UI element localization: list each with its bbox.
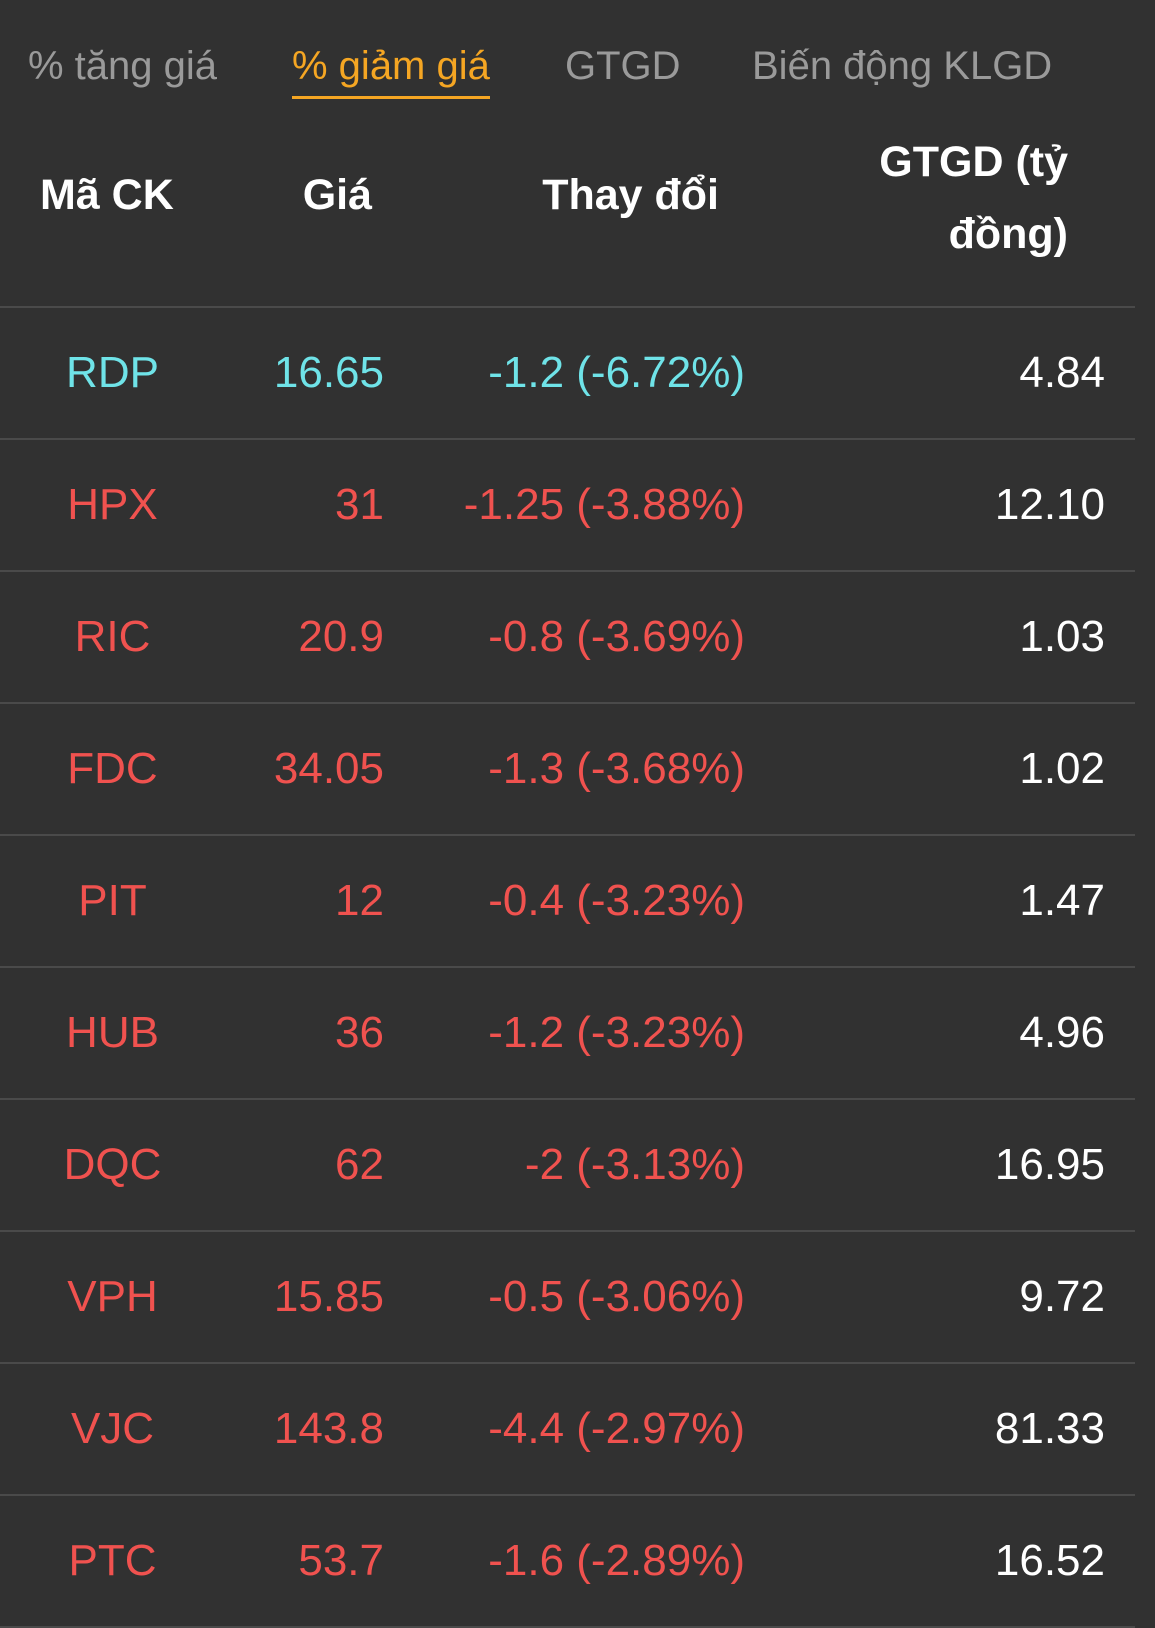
- stock-trading-value: 9.72: [1019, 1272, 1105, 1321]
- table-row[interactable]: PTC 53.7 -1.6 (-2.89%) 16.52: [0, 1496, 1135, 1628]
- stock-price: 34.05: [273, 744, 384, 793]
- stock-code[interactable]: HUB: [66, 1008, 159, 1057]
- stock-change: -1.6 (-2.89%): [488, 1536, 745, 1585]
- table-row[interactable]: RDP 16.65 -1.2 (-6.72%) 4.84: [0, 308, 1135, 440]
- stock-change: -1.2 (-3.23%): [488, 1008, 745, 1057]
- stock-code[interactable]: PIT: [78, 876, 147, 925]
- stock-table: Mã CK Giá Thay đổi GTGD (tỷ đồng) RDP 16.…: [0, 120, 1135, 1628]
- table-row[interactable]: HUB 36 -1.2 (-3.23%) 4.96: [0, 968, 1135, 1100]
- tab-percent-decrease[interactable]: % giảm giá: [292, 42, 490, 99]
- stock-code[interactable]: DQC: [63, 1140, 162, 1189]
- tab-bar: % tăng giá % giảm giá GTGD Biến động KLG…: [0, 0, 1155, 120]
- stock-code[interactable]: RIC: [74, 612, 151, 661]
- stock-change: -0.5 (-3.06%): [488, 1272, 745, 1321]
- stock-change: -4.4 (-2.97%): [488, 1404, 745, 1453]
- table-row[interactable]: VJC 143.8 -4.4 (-2.97%) 81.33: [0, 1364, 1135, 1496]
- header-code: Mã CK: [40, 171, 174, 219]
- table-row[interactable]: HPX 31 -1.25 (-3.88%) 12.10: [0, 440, 1135, 572]
- table-row[interactable]: PIT 12 -0.4 (-3.23%) 1.47: [0, 836, 1135, 968]
- stock-code[interactable]: PTC: [68, 1536, 157, 1585]
- stock-trading-value: 81.33: [994, 1404, 1105, 1453]
- stock-price: 12: [335, 876, 384, 925]
- stock-code[interactable]: FDC: [67, 744, 158, 793]
- header-trading-value-line1: GTGD (tỷ: [879, 138, 1068, 186]
- stock-price: 20.9: [298, 612, 384, 661]
- stock-price: 15.85: [273, 1272, 384, 1321]
- header-trading-value: GTGD (tỷ đồng): [879, 126, 1068, 270]
- header-trading-value-line2: đồng): [948, 210, 1068, 258]
- stock-price: 36: [335, 1008, 384, 1057]
- stock-trading-value: 16.95: [994, 1140, 1105, 1189]
- stock-code[interactable]: VPH: [67, 1272, 158, 1321]
- header-change: Thay đổi: [542, 171, 719, 219]
- stock-trading-value: 4.96: [1019, 1008, 1105, 1057]
- stock-price: 62: [335, 1140, 384, 1189]
- stock-change: -1.3 (-3.68%): [488, 744, 745, 793]
- stock-code[interactable]: RDP: [66, 348, 159, 397]
- stock-price: 143.8: [273, 1404, 384, 1453]
- tab-volume-change[interactable]: Biến động KLGD: [752, 44, 1053, 88]
- stock-trading-value: 1.03: [1019, 612, 1105, 661]
- stock-trading-value: 12.10: [994, 480, 1105, 529]
- table-row[interactable]: VPH 15.85 -0.5 (-3.06%) 9.72: [0, 1232, 1135, 1364]
- stock-price: 31: [335, 480, 384, 529]
- stock-code[interactable]: VJC: [70, 1404, 155, 1453]
- stock-change: -2 (-3.13%): [524, 1140, 745, 1189]
- stock-trading-value: 1.02: [1019, 744, 1105, 793]
- stock-change: -1.2 (-6.72%): [488, 348, 745, 397]
- stock-price: 53.7: [298, 1536, 384, 1585]
- stock-trading-value: 1.47: [1019, 876, 1105, 925]
- tab-percent-increase[interactable]: % tăng giá: [28, 44, 218, 88]
- table-row[interactable]: DQC 62 -2 (-3.13%) 16.95: [0, 1100, 1135, 1232]
- table-header: Mã CK Giá Thay đổi GTGD (tỷ đồng): [0, 120, 1135, 308]
- stock-change: -1.25 (-3.88%): [463, 480, 745, 529]
- table-body: RDP 16.65 -1.2 (-6.72%) 4.84 HPX 31 -1.25 (-3.…: [0, 308, 1135, 1628]
- table-row[interactable]: RIC 20.9 -0.8 (-3.69%) 1.03: [0, 572, 1135, 704]
- stock-trading-value: 16.52: [994, 1536, 1105, 1585]
- stock-price: 16.65: [273, 348, 384, 397]
- stock-change: -0.4 (-3.23%): [488, 876, 745, 925]
- table-row[interactable]: FDC 34.05 -1.3 (-3.68%) 1.02: [0, 704, 1135, 836]
- header-price: Giá: [302, 171, 372, 219]
- stock-change: -0.8 (-3.69%): [488, 612, 745, 661]
- tab-trading-value[interactable]: GTGD: [565, 44, 681, 88]
- stock-trading-value: 4.84: [1019, 348, 1105, 397]
- stock-code[interactable]: HPX: [67, 480, 158, 529]
